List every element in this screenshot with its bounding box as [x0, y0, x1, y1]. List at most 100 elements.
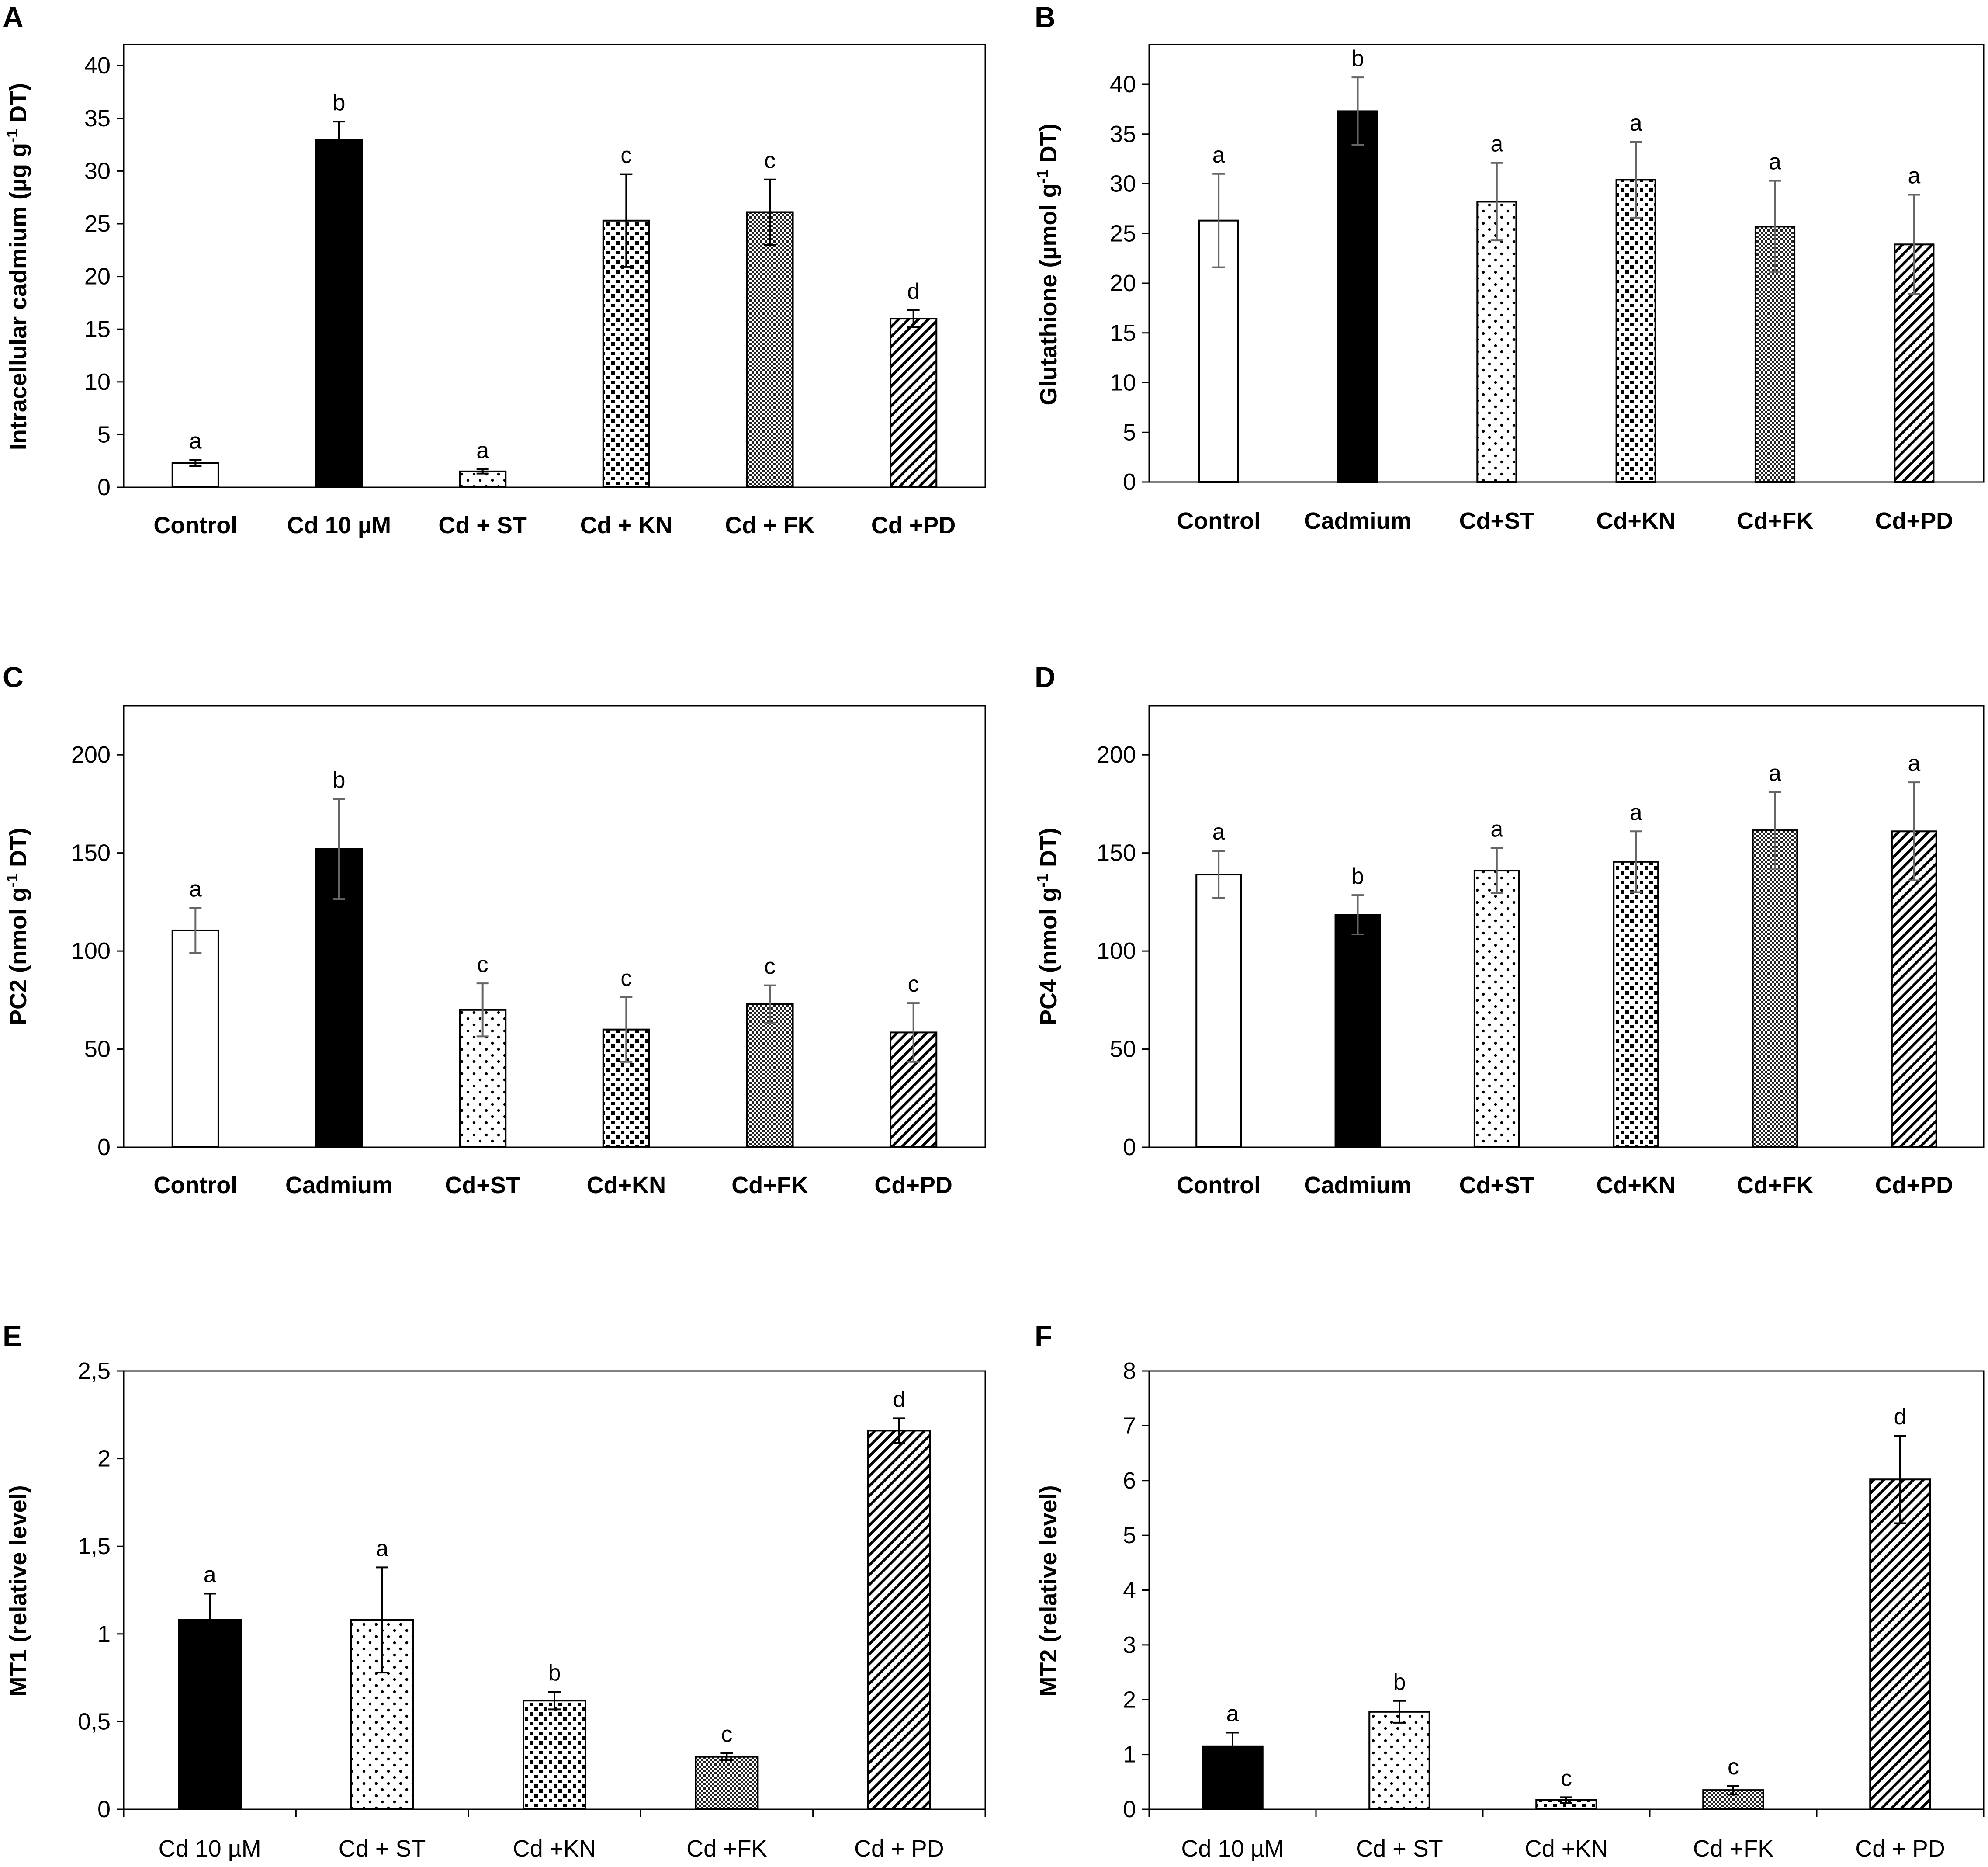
- error-bar-C-6: [907, 1002, 920, 1063]
- category-label-C-6: Cd+PD: [874, 1172, 952, 1198]
- sig-label-B-4: a: [1630, 111, 1642, 136]
- panel-letter-F: F: [1035, 1320, 1052, 1352]
- error-bar-E-4: [720, 1752, 733, 1761]
- sig-label-F-4: c: [1728, 1754, 1739, 1780]
- category-label-F-4: Cd +FK: [1693, 1836, 1774, 1862]
- category-label-E-5: Cd + PD: [854, 1836, 944, 1862]
- bar-B-1: [1198, 219, 1239, 483]
- error-bar-D-1: [1212, 850, 1225, 899]
- y-tick-label: 50: [84, 1036, 111, 1062]
- bar-C-1: [171, 929, 219, 1148]
- bar-A-6: [890, 318, 938, 488]
- y-axis-title: Intracellular cadmium (µg g-1 DT): [3, 83, 32, 450]
- error-bar-F-1: [1226, 1732, 1239, 1761]
- category-label-D-3: Cd+ST: [1459, 1172, 1535, 1198]
- y-tick-label: 0: [1123, 469, 1136, 495]
- category-label-A-6: Cd +PD: [871, 512, 956, 538]
- y-tick-label: 1: [1123, 1742, 1136, 1768]
- bar-F-5: [1869, 1478, 1931, 1810]
- sig-label-C-6: c: [908, 972, 919, 997]
- sig-label-D-1: a: [1212, 819, 1225, 845]
- bar-D-6: [1891, 830, 1937, 1149]
- y-tick-label: 25: [84, 211, 111, 237]
- sig-label-D-2: b: [1351, 864, 1364, 889]
- error-bar-E-2: [376, 1566, 388, 1674]
- error-bar-A-3: [476, 468, 489, 475]
- error-bar-C-1: [189, 907, 202, 954]
- error-bar-F-4: [1727, 1785, 1739, 1796]
- y-tick-label: 35: [84, 105, 111, 132]
- sig-label-E-1: a: [204, 1562, 216, 1588]
- y-tick-label: 0: [97, 1134, 111, 1160]
- category-label-E-1: Cd 10 µM: [159, 1836, 261, 1862]
- error-bar-F-5: [1894, 1434, 1906, 1524]
- bar-C-5: [746, 1003, 794, 1148]
- error-bar-D-4: [1630, 830, 1642, 893]
- sig-label-B-6: a: [1908, 163, 1920, 189]
- sig-label-E-4: c: [721, 1722, 732, 1747]
- plot-frame: [123, 705, 986, 1148]
- category-label-E-4: Cd +FK: [686, 1836, 767, 1862]
- error-bar-C-3: [476, 982, 489, 1038]
- sig-label-E-5: d: [893, 1387, 905, 1412]
- y-axis-title: PC4 (nmol g-1 DT): [1033, 828, 1062, 1025]
- sig-label-F-3: c: [1561, 1766, 1572, 1791]
- error-bar-A-4: [620, 173, 633, 268]
- category-label-D-6: Cd+PD: [1875, 1172, 1953, 1198]
- panel-D: D 0 50 100 150 200 PC4 (nmol g-1 DT) a Control b…: [1033, 661, 1985, 1198]
- bar-D-4: [1613, 861, 1659, 1149]
- y-tick-label: 15: [84, 316, 111, 342]
- sig-label-E-3: b: [548, 1660, 561, 1686]
- error-bar-A-2: [333, 121, 345, 159]
- y-tick-label: 30: [1110, 171, 1136, 197]
- category-label-E-2: Cd + ST: [339, 1836, 426, 1862]
- error-bar-B-6: [1908, 194, 1920, 295]
- y-tick-label: 3: [1123, 1632, 1136, 1658]
- y-axis-title: PC2 (nmol g-1 DT): [3, 828, 32, 1025]
- error-bar-E-3: [548, 1691, 561, 1711]
- sig-label-F-2: b: [1393, 1669, 1406, 1695]
- bar-A-5: [746, 211, 794, 488]
- sig-label-C-1: a: [189, 876, 202, 902]
- y-tick-label: 0: [1123, 1134, 1136, 1160]
- y-tick-label: 20: [84, 264, 111, 290]
- category-label-C-3: Cd+ST: [445, 1172, 520, 1198]
- bar-F-2: [1368, 1711, 1430, 1811]
- y-tick-label: 200: [71, 742, 111, 768]
- y-tick-label: 2,5: [78, 1358, 111, 1384]
- sig-label-D-3: a: [1490, 816, 1503, 842]
- category-label-C-2: Cadmium: [285, 1172, 393, 1198]
- y-tick-label: 5: [1123, 1522, 1136, 1548]
- error-bar-F-2: [1393, 1700, 1406, 1724]
- y-tick-label: 4: [1123, 1577, 1136, 1603]
- category-label-D-5: Cd+FK: [1737, 1172, 1814, 1198]
- y-tick-label: 0,5: [78, 1708, 111, 1735]
- bar-D-3: [1473, 870, 1520, 1148]
- bar-B-2: [1337, 110, 1378, 483]
- category-label-F-2: Cd + ST: [1356, 1836, 1443, 1862]
- y-tick-label: 0: [97, 474, 111, 500]
- error-bar-C-2: [333, 798, 345, 900]
- y-tick-label: 10: [1110, 370, 1136, 396]
- error-bar-A-1: [189, 459, 202, 467]
- y-tick-label: 40: [1110, 71, 1136, 97]
- y-tick-label: 0: [1123, 1796, 1136, 1822]
- bar-E-3: [523, 1700, 586, 1811]
- category-label-E-3: Cd +KN: [513, 1836, 596, 1862]
- sig-label-A-4: c: [620, 143, 632, 168]
- category-label-C-1: Control: [153, 1172, 237, 1198]
- panel-letter-B: B: [1035, 1, 1056, 33]
- y-tick-label: 1: [97, 1621, 111, 1647]
- y-tick-label: 8: [1123, 1358, 1136, 1384]
- sig-label-A-5: c: [764, 148, 776, 174]
- sig-label-D-4: a: [1630, 800, 1642, 825]
- category-label-C-5: Cd+FK: [731, 1172, 808, 1198]
- sig-label-A-2: b: [333, 90, 346, 115]
- bar-A-2: [315, 139, 363, 489]
- category-label-C-4: Cd+KN: [587, 1172, 666, 1198]
- panel-B: B 0 5 10 15 20 25 30 35 40 Glutathione (µmol g-1 …: [1033, 1, 1985, 534]
- y-tick-label: 15: [1110, 320, 1136, 346]
- error-bar-C-5: [764, 984, 776, 1024]
- y-tick-label: 150: [71, 840, 111, 866]
- y-tick-label: 0: [97, 1796, 111, 1822]
